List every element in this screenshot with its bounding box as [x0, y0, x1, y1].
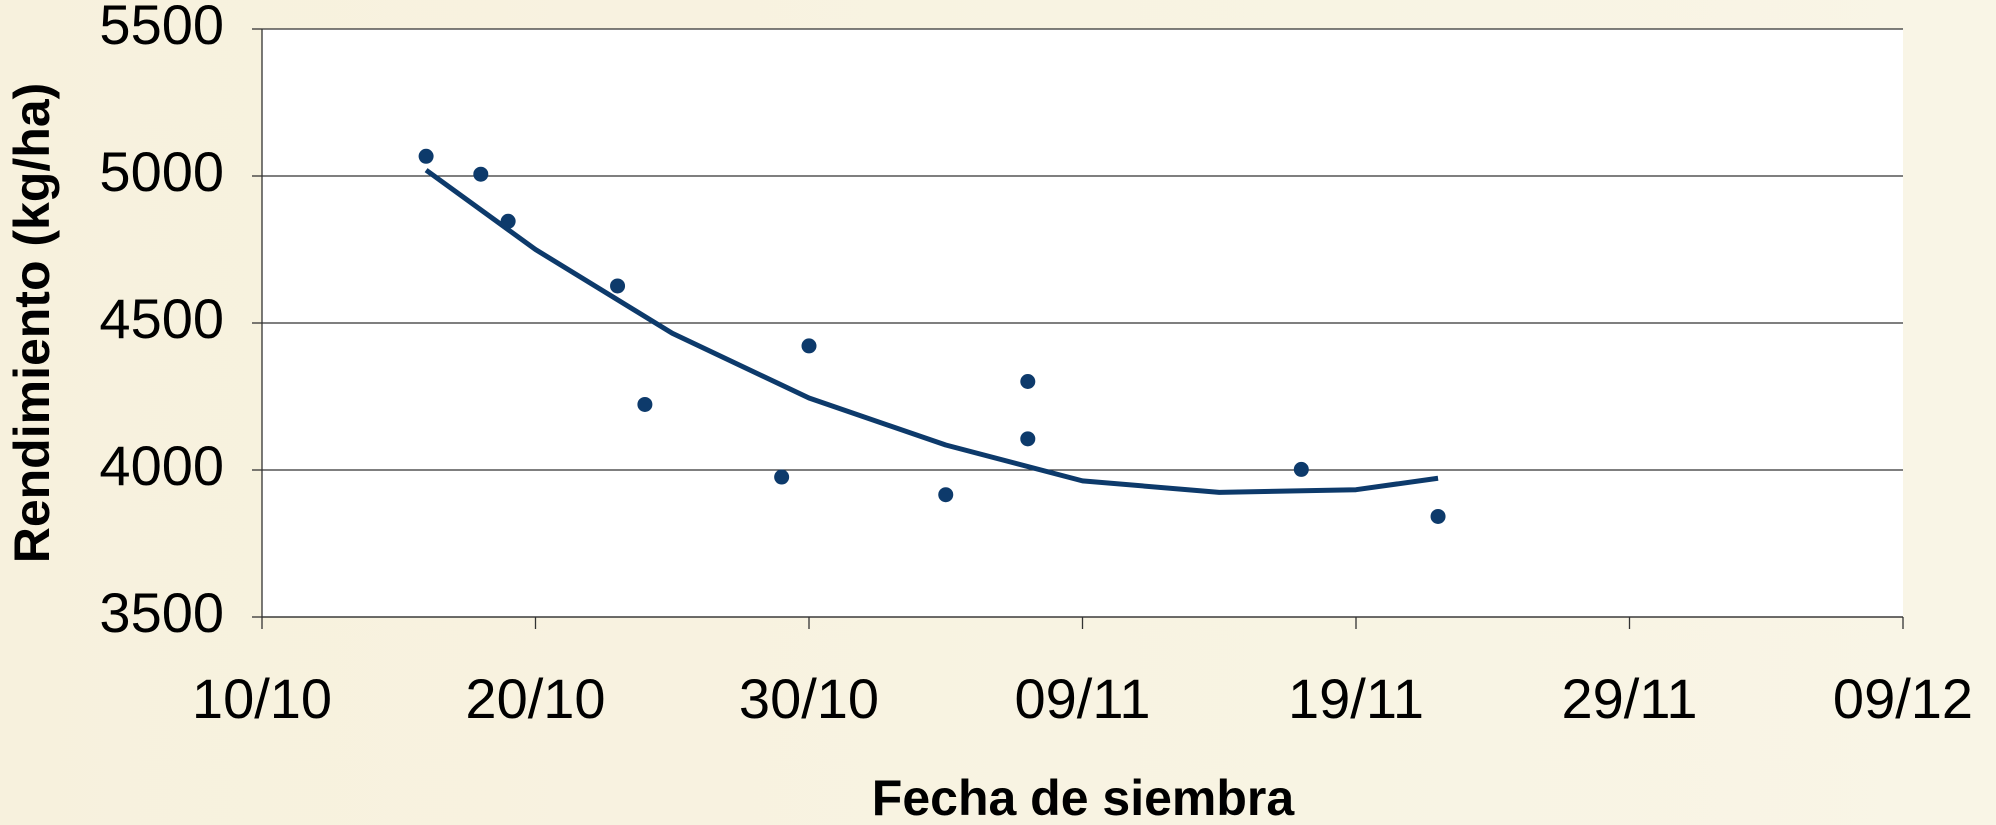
- x-tick-label: 09/11: [1015, 667, 1151, 730]
- point: [473, 166, 489, 182]
- y-tick-label: 4000: [99, 434, 224, 497]
- point: [610, 278, 626, 294]
- x-axis-title: Fecha de siembra: [872, 770, 1296, 825]
- x-tick-label: 19/11: [1288, 667, 1424, 730]
- point: [801, 338, 817, 354]
- y-tick-label: 5000: [99, 140, 224, 203]
- point: [637, 396, 653, 412]
- x-tick-label: 30/10: [739, 667, 879, 730]
- point: [1293, 461, 1309, 477]
- point: [1020, 431, 1036, 447]
- trend-line: [424, 168, 1439, 495]
- point: [1020, 374, 1036, 390]
- y-tick-label: 3500: [99, 581, 224, 644]
- point: [774, 469, 790, 485]
- x-tick-label: 29/11: [1562, 667, 1698, 730]
- x-tick-label: 20/10: [465, 667, 605, 730]
- x-tick-label: 09/12: [1833, 667, 1973, 730]
- y-tick-label: 5500: [99, 0, 224, 56]
- point: [938, 487, 954, 503]
- y-axis-title: Rendimiento (kg/ha): [4, 83, 60, 564]
- x-tick-label: 10/10: [192, 667, 332, 730]
- point: [418, 148, 434, 164]
- point: [1430, 508, 1446, 524]
- point: [500, 213, 516, 229]
- y-tick-label: 4500: [99, 287, 224, 350]
